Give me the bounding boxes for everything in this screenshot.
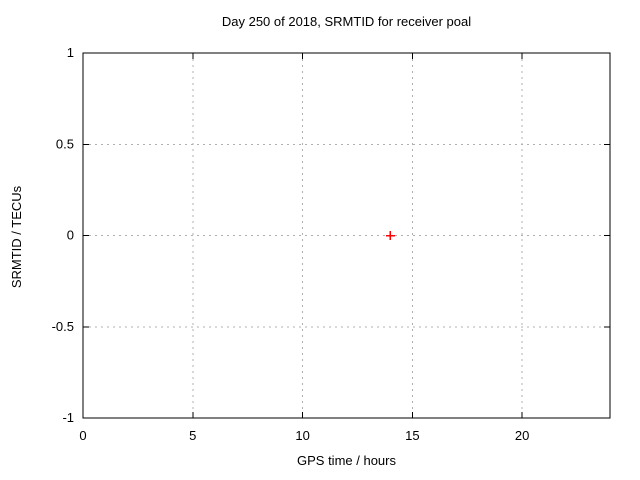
y-tick-label: -0.5 <box>52 319 74 334</box>
x-tick-label: 15 <box>405 428 419 443</box>
x-tick-label: 20 <box>515 428 529 443</box>
y-tick-label: 0.5 <box>56 136 74 151</box>
x-tick-label: 5 <box>189 428 196 443</box>
chart-title: Day 250 of 2018, SRMTID for receiver poa… <box>221 14 472 29</box>
y-tick-label: -1 <box>62 410 74 425</box>
x-tick-label: 10 <box>295 428 309 443</box>
y-tick-label: 0 <box>67 228 74 243</box>
x-tick-label: 0 <box>79 428 86 443</box>
x-axis-label: GPS time / hours <box>297 453 396 468</box>
plot-border <box>82 52 611 419</box>
y-tick-label: 1 <box>67 45 74 60</box>
